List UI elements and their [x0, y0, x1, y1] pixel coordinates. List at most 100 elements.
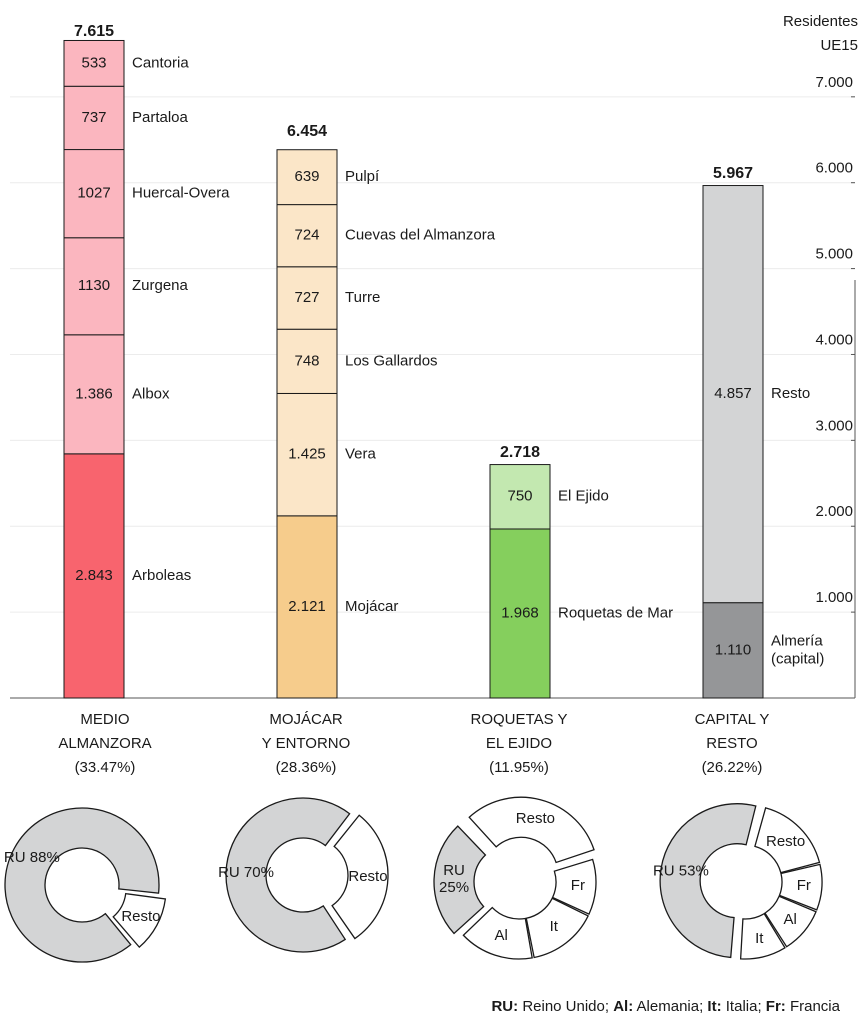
- segment-value-label: 1130: [78, 277, 110, 294]
- donut-slice: [739, 912, 786, 960]
- bar-segment: [63, 149, 125, 239]
- segment-name-label: Albox: [132, 385, 170, 402]
- segment-name-label: Mojácar: [345, 598, 398, 615]
- segment-value-label: 533: [81, 54, 106, 71]
- legend-name-ru: Reino Unido;: [522, 998, 610, 1015]
- donut-slice: [112, 892, 167, 949]
- segment-name-label: Cuevas del Almanzora: [345, 227, 496, 244]
- segment-name-label: Pulpí: [345, 168, 380, 185]
- legend-code-fr: Fr:: [765, 998, 786, 1015]
- segment-value-label: 750: [507, 488, 532, 505]
- segment-value-label: 639: [294, 168, 319, 185]
- bar-segment: [63, 334, 125, 455]
- segment-name-label: (capital): [771, 650, 824, 667]
- donut-slice-label: It: [755, 930, 764, 947]
- bar-segment: [702, 602, 764, 699]
- segment-name-label: Arboleas: [132, 567, 191, 584]
- segment-value-label: 727: [294, 289, 319, 306]
- segment-name-label: Los Gallardos: [345, 352, 438, 369]
- group-label: CAPITAL Y: [695, 711, 770, 728]
- legend-name-fr: Francia: [789, 998, 840, 1015]
- y-tick-label: 3.000: [815, 417, 853, 434]
- bar-segment: [276, 266, 338, 330]
- bar-segment: [276, 328, 338, 394]
- stacked-bar-chart: 1.000 2.000 3.000 4.000 5.000 6.000 7.000 Resid…: [4, 13, 858, 963]
- donut-slice: [4, 807, 160, 963]
- segment-value-label: 737: [81, 109, 106, 126]
- donut-slice: [468, 796, 595, 864]
- segment-value-label: 1.386: [75, 385, 113, 402]
- legend-code-it: It:: [707, 998, 722, 1015]
- legend-name-it: Italia;: [725, 998, 762, 1015]
- segment-name-label: Huercal-Overa: [132, 185, 230, 202]
- donut-slice-label: It: [550, 918, 559, 935]
- group-label: (28.36%): [276, 759, 337, 776]
- donut-slice-label: 25%: [439, 879, 469, 896]
- segment-name-label: Cantoria: [132, 54, 189, 71]
- donut-slice-label: RU 53%: [653, 862, 709, 879]
- segment-name-label: Vera: [345, 446, 377, 463]
- bar-total-label: 5.967: [713, 165, 753, 182]
- group-label: (26.22%): [702, 759, 763, 776]
- group-label: ROQUETAS Y: [471, 711, 568, 728]
- donut-slice: [331, 814, 389, 940]
- donut-slice: [778, 863, 823, 911]
- donut-slice-label: Resto: [516, 810, 555, 827]
- bar-total-label: 7.615: [74, 23, 114, 40]
- group-label: (11.95%): [489, 759, 549, 776]
- donut-slice: [551, 858, 597, 915]
- group-label: MOJÁCAR: [269, 711, 343, 728]
- bar-segment: [63, 237, 125, 336]
- legend-code-al: Al:: [613, 998, 634, 1015]
- segment-name-label: Roquetas de Mar: [558, 604, 673, 621]
- donut-slice: [525, 897, 589, 959]
- donut-slice: [659, 803, 757, 959]
- segment-name-label: El Ejido: [558, 488, 609, 505]
- donut-slice-label: Fr: [797, 877, 811, 894]
- abbreviation-legend: RU: Reino Unido; Al: Alemania; It: Itali…: [491, 998, 840, 1015]
- segment-value-label: 1027: [77, 185, 110, 202]
- segment-value-label: 724: [294, 227, 319, 244]
- segment-value-label: 2.121: [288, 598, 326, 615]
- segment-value-label: 1.968: [501, 604, 539, 621]
- y-tick-label: 1.000: [815, 589, 853, 606]
- group-label: Y ENTORNO: [262, 735, 351, 752]
- bar-segment: [702, 185, 764, 604]
- segment-name-label: Almería: [771, 632, 823, 649]
- y-tick-label: 7.000: [815, 74, 853, 91]
- segment-name-label: Turre: [345, 289, 380, 306]
- bar-segment: [276, 515, 338, 699]
- donut-slice-label: RU 88%: [4, 849, 60, 866]
- axis-title: UE15: [820, 37, 858, 54]
- legend-code-ru: RU:: [491, 998, 519, 1015]
- donut-slice-label: Resto: [348, 868, 387, 885]
- bar-total-label: 2.718: [500, 444, 540, 461]
- donut-slice-label: Resto: [766, 833, 805, 850]
- bar-segment: [489, 464, 551, 530]
- bar-segment: [63, 85, 125, 151]
- donut-slice-label: Resto: [121, 908, 160, 925]
- group-label: EL EJIDO: [486, 735, 552, 752]
- segment-name-label: Resto: [771, 385, 810, 402]
- bar-segment: [276, 149, 338, 206]
- donut-slice: [764, 895, 817, 948]
- legend-name-al: Alemania;: [636, 998, 704, 1015]
- bar-total-label: 6.454: [287, 123, 327, 140]
- segment-value-label: 4.857: [714, 385, 752, 402]
- bar-segment: [63, 453, 125, 699]
- segment-name-label: Partaloa: [132, 109, 189, 126]
- donut-slice-label: Fr: [571, 877, 585, 894]
- segment-value-label: 1.425: [288, 446, 326, 463]
- donut-slice-label: Al: [784, 911, 797, 928]
- segment-name-label: Zurgena: [132, 277, 189, 294]
- y-tick-label: 4.000: [815, 331, 853, 348]
- group-label: RESTO: [706, 735, 757, 752]
- bar-segment: [489, 528, 551, 699]
- group-label: (33.47%): [75, 759, 136, 776]
- bar-segment: [63, 39, 125, 87]
- y-tick-label: 2.000: [815, 503, 853, 520]
- group-label: ALMANZORA: [58, 735, 151, 752]
- donut-slice: [225, 797, 351, 953]
- bar-segment: [276, 392, 338, 517]
- segment-value-label: 748: [294, 352, 319, 369]
